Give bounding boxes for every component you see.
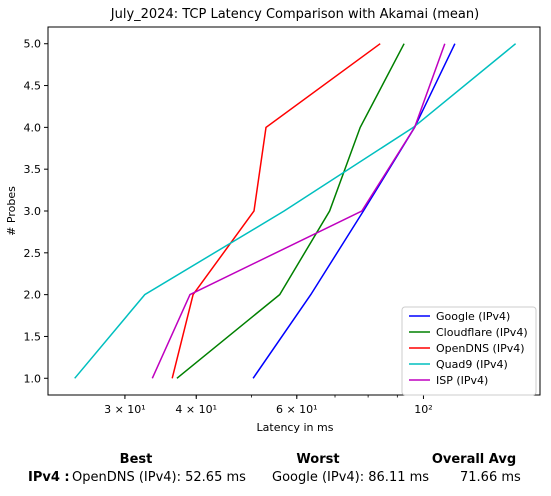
legend-label: ISP (IPv4) <box>436 374 488 387</box>
x-tick-label: 4 × 10¹ <box>175 403 217 416</box>
y-tick-label: 4.0 <box>24 121 42 134</box>
x-tick-label: 6 × 10¹ <box>276 403 318 416</box>
avg-header: Overall Avg <box>431 452 517 467</box>
x-tick-label: 3 × 10¹ <box>104 403 146 416</box>
series-lines <box>74 43 517 379</box>
chart-title: July_2024: TCP Latency Comparison with A… <box>110 7 479 22</box>
legend-box <box>401 306 537 396</box>
y-tick-label: 3.5 <box>24 163 42 176</box>
series-line <box>171 43 381 379</box>
x-axis: 3 × 10¹ 4 × 10¹ 6 × 10¹ 10² <box>104 395 433 416</box>
summary-panel: Best Worst Overall Avg IPv4 : OpenDNS (I… <box>0 448 551 496</box>
legend-label: Google (IPv4) <box>436 310 510 323</box>
legend-label: Quad9 (IPv4) <box>436 358 508 371</box>
y-tick-label: 1.0 <box>24 372 42 385</box>
avg-value: 71.66 ms <box>460 470 521 485</box>
x-tick-label: 10² <box>414 403 432 416</box>
series-line <box>74 43 517 379</box>
best-header: Best <box>119 452 153 467</box>
y-tick-label: 1.5 <box>24 330 42 343</box>
legend: Google (IPv4) Cloudflare (IPv4) OpenDNS (I… <box>401 306 537 396</box>
y-tick-label: 2.5 <box>24 247 42 260</box>
y-tick-label: 5.0 <box>24 38 42 51</box>
y-axis: 1.0 1.5 2.0 2.5 3.0 3.5 4.0 4.5 5.0 <box>24 38 48 385</box>
y-tick-label: 3.0 <box>24 205 42 218</box>
series-line <box>151 43 446 379</box>
series-line <box>176 43 405 379</box>
legend-label: Cloudflare (IPv4) <box>436 326 528 339</box>
worst-header: Worst <box>296 452 340 467</box>
series-line <box>252 43 456 379</box>
y-axis-label: # Probes <box>5 186 18 236</box>
best-value: OpenDNS (IPv4): 52.65 ms <box>72 470 246 485</box>
legend-label: OpenDNS (IPv4) <box>436 342 525 355</box>
y-tick-label: 2.0 <box>24 289 42 302</box>
row-label: IPv4 : <box>28 470 70 485</box>
x-axis-label: Latency in ms <box>257 421 334 434</box>
y-tick-label: 4.5 <box>24 80 42 93</box>
latency-chart: July_2024: TCP Latency Comparison with A… <box>5 7 541 434</box>
worst-value: Google (IPv4): 86.11 ms <box>272 470 430 485</box>
